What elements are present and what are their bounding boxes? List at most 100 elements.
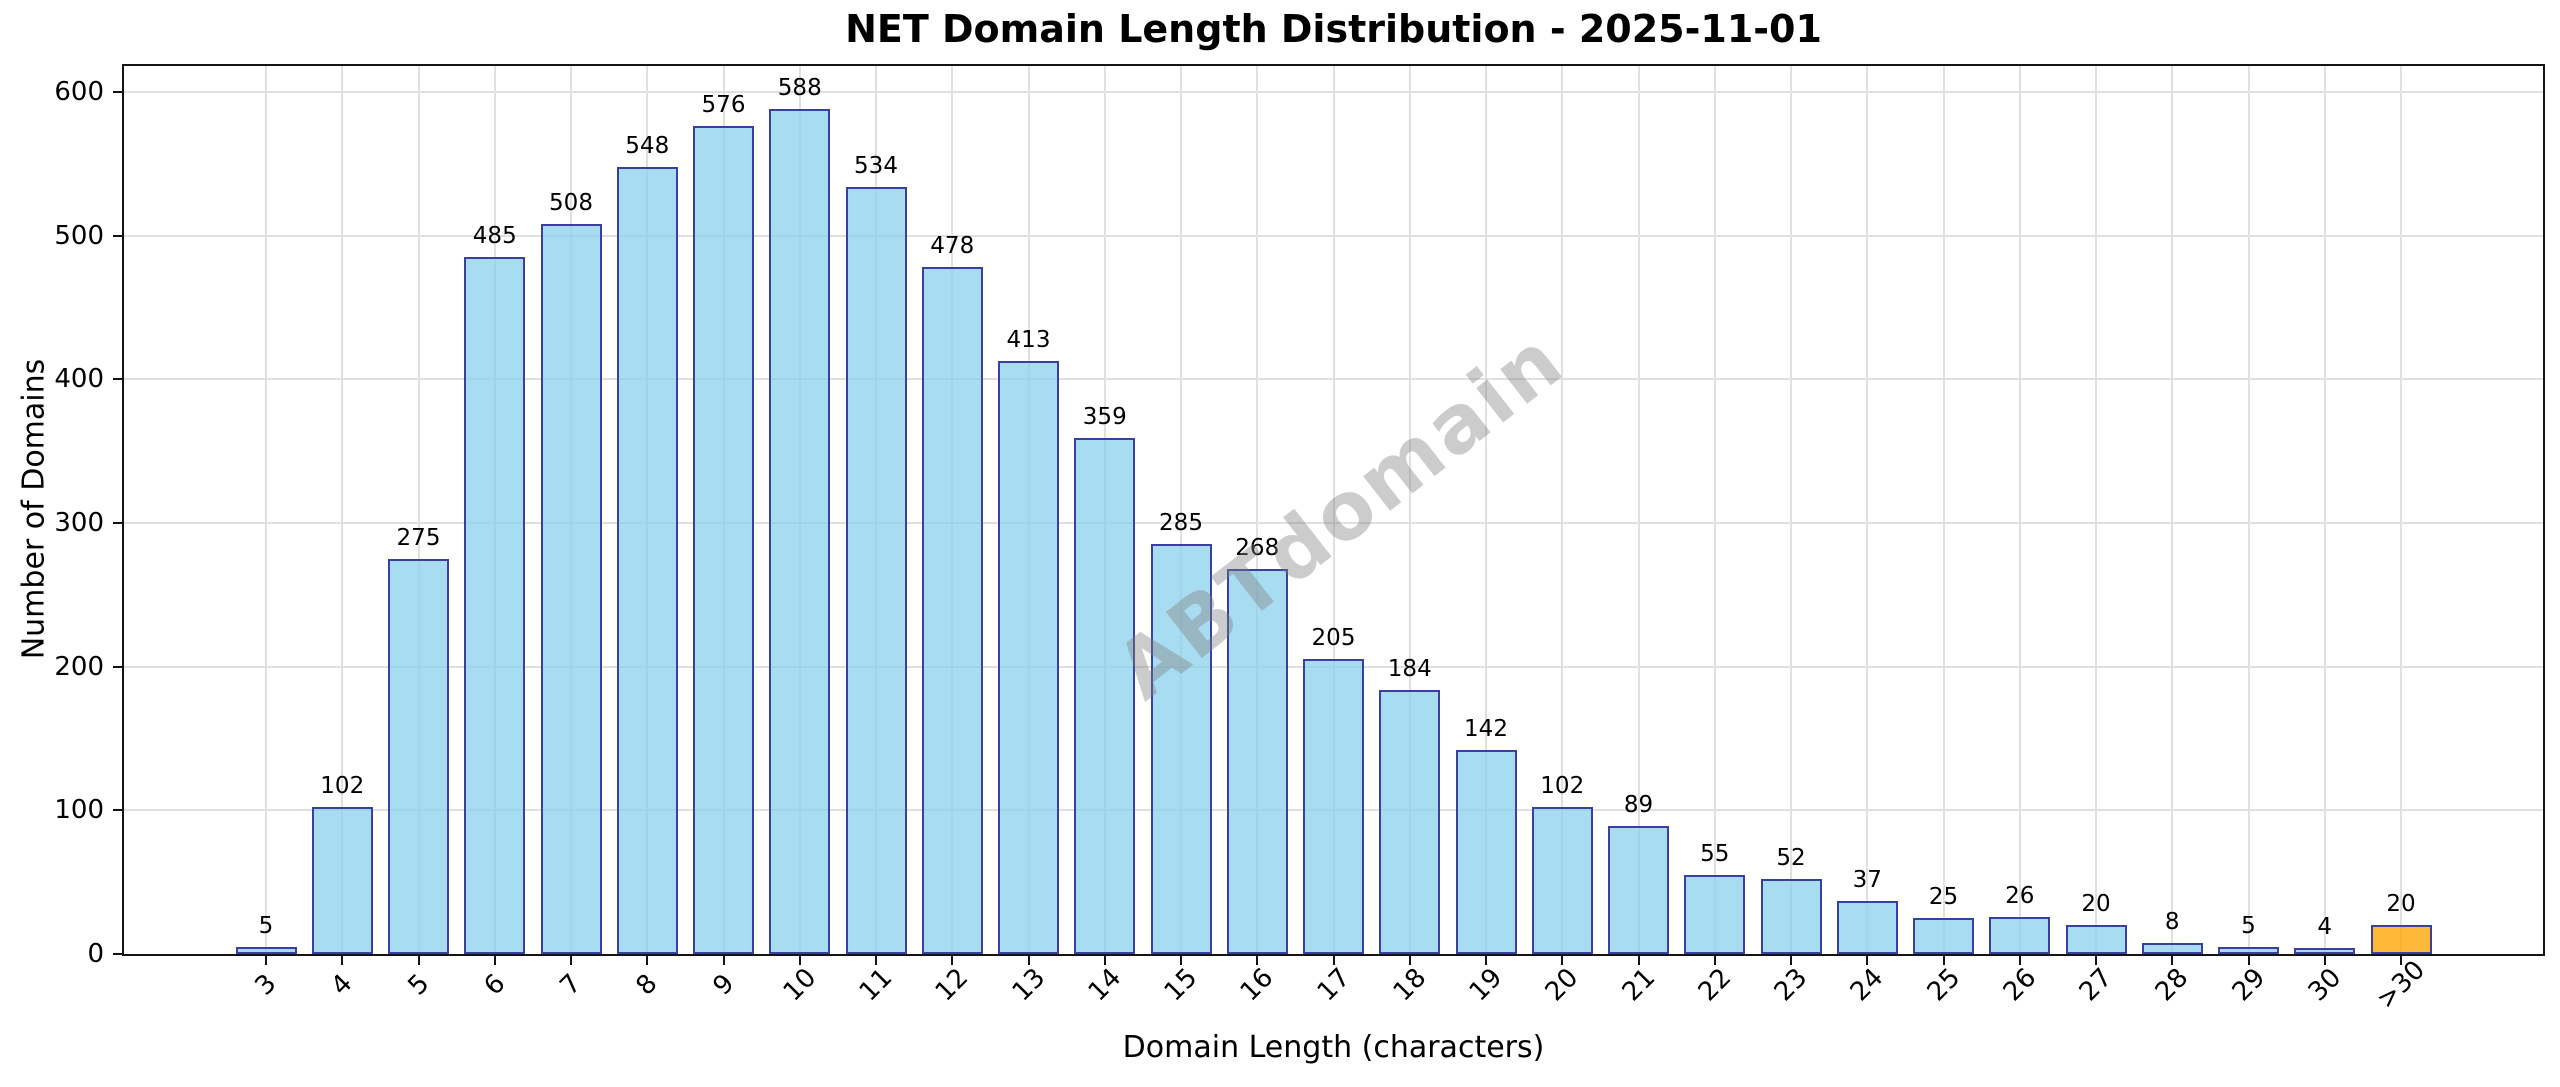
gridline-v (341, 66, 344, 954)
bar (1913, 918, 1974, 954)
y-tick (113, 953, 122, 955)
bar (311, 807, 373, 954)
bar (235, 947, 297, 954)
x-tick (2018, 956, 2021, 965)
chart-title: NET Domain Length Distribution - 2025-11… (845, 7, 1822, 51)
bar (2294, 948, 2356, 954)
y-tick (113, 809, 122, 812)
bar-value-label: 184 (1387, 656, 1432, 682)
x-tick (1256, 956, 1259, 965)
bar (1226, 569, 1288, 954)
gridline-v (1408, 66, 1411, 954)
x-tick (1713, 956, 1716, 965)
bar (1531, 807, 1593, 954)
bar (2218, 947, 2279, 954)
x-tick (1942, 956, 1945, 965)
y-tick-label: 100 (54, 795, 104, 826)
x-tick (646, 956, 649, 965)
x-tick (875, 956, 877, 965)
bar (1608, 826, 1669, 954)
bar (1989, 917, 2051, 954)
bar (2141, 943, 2203, 954)
gridline-v (1256, 66, 1259, 954)
gridline-v (1942, 66, 1945, 954)
y-tick-label: 300 (54, 507, 104, 538)
gridline-v (1561, 66, 1564, 954)
x-tick (2323, 956, 2326, 965)
bar-value-label: 478 (930, 233, 975, 259)
bar (998, 361, 1059, 954)
x-tick (1561, 956, 1564, 965)
bar (540, 224, 602, 954)
x-tick (341, 956, 344, 965)
bar-value-label: 26 (2005, 883, 2035, 909)
y-tick (113, 665, 122, 668)
bar-value-label: 4 (2317, 914, 2333, 940)
gridline-v (2095, 66, 2097, 954)
gridline-v (265, 66, 267, 954)
bar (1684, 875, 1746, 954)
bar-highlight (2370, 925, 2432, 954)
y-tick (113, 234, 122, 237)
bar (1455, 750, 1517, 954)
x-tick (265, 956, 267, 965)
bar-value-label: 5 (2241, 913, 2256, 939)
bar (693, 126, 754, 954)
gridline-v (1713, 66, 1716, 954)
bar-value-label: 5 (258, 913, 274, 939)
bar-value-label: 413 (1006, 327, 1051, 353)
y-tick-label: 600 (54, 76, 104, 107)
x-tick (570, 956, 572, 965)
bar-value-label: 8 (2164, 909, 2180, 935)
bar-value-label: 359 (1082, 404, 1127, 430)
y-tick (113, 378, 122, 381)
bar-value-label: 508 (549, 190, 593, 216)
bar-value-label: 268 (1235, 535, 1280, 561)
x-tick (493, 956, 496, 965)
gridline-v (2400, 66, 2402, 954)
gridline-v (1790, 66, 1792, 954)
y-tick-label: 500 (54, 220, 104, 251)
bar-value-label: 20 (2386, 891, 2416, 917)
x-tick (2095, 956, 2097, 965)
bar-value-label: 102 (1540, 773, 1585, 799)
x-tick (1103, 956, 1106, 965)
bar-value-label: 205 (1311, 625, 1356, 651)
x-tick (2400, 956, 2402, 965)
bar (1379, 690, 1441, 954)
x-tick (722, 956, 725, 965)
gridline-v (417, 66, 420, 954)
bar (769, 109, 831, 954)
x-tick (1332, 956, 1335, 965)
y-tick (113, 90, 122, 93)
gridline-v (1637, 66, 1640, 954)
x-tick (798, 956, 801, 965)
bar (616, 167, 678, 954)
gridline-v (1485, 66, 1487, 954)
x-tick (2171, 956, 2174, 965)
bar (1303, 659, 1364, 954)
gridline-v (1332, 66, 1335, 954)
bar (1150, 544, 1212, 954)
bar-value-label: 37 (1852, 867, 1882, 893)
gridline-v (1180, 66, 1182, 954)
bar-value-label: 142 (1464, 716, 1508, 742)
gridline-v (1866, 66, 1869, 954)
x-tick (1485, 956, 1487, 965)
bar-value-label: 25 (1928, 884, 1959, 910)
bar (845, 187, 907, 954)
x-tick (2247, 956, 2250, 965)
y-tick-label: 0 (87, 939, 104, 969)
gridline-v (2171, 66, 2174, 954)
gridline-v (2323, 66, 2326, 954)
x-tick (417, 956, 420, 965)
plot-area: 5 102 275 485 508 548 576 588 534 478 413 359 285 268… (122, 64, 2545, 956)
gridline-v (2247, 66, 2250, 954)
bar-value-label: 275 (396, 525, 441, 551)
gridline-v (2018, 66, 2021, 954)
bar-value-label: 89 (1623, 792, 1654, 818)
x-tick (1408, 956, 1411, 965)
bar (921, 267, 983, 954)
bar-value-label: 52 (1776, 845, 1806, 871)
